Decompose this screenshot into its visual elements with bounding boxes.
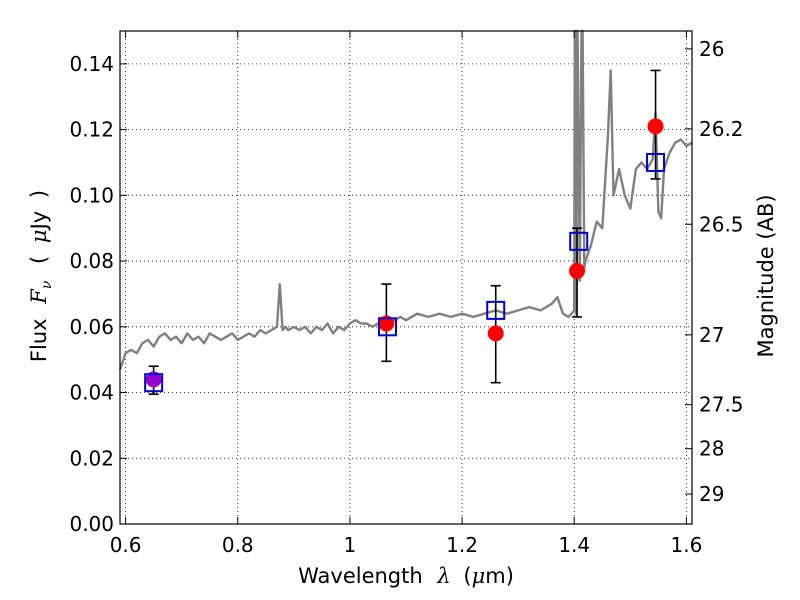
x-axis-label: Wavelength λ (μm): [298, 564, 514, 588]
x-axis-label-symbol: λ: [436, 564, 450, 588]
photometry-point: [145, 371, 162, 388]
photometry-point: [569, 262, 586, 279]
x-axis-label-unit-rest: m): [485, 564, 514, 588]
photometry-point: [487, 325, 504, 342]
synthetic-point: [377, 317, 397, 337]
y-tick-label: 0.12: [69, 118, 114, 142]
x-tick-label: 0.8: [222, 533, 254, 557]
synthetic-point: [569, 231, 589, 251]
y-tick-label: 0.08: [69, 249, 114, 273]
x-tick-label: 0.6: [110, 533, 142, 557]
grid-lines: [120, 31, 692, 525]
y-tick-label: 0.06: [69, 315, 114, 339]
y2-tick-label: 26.2: [699, 117, 744, 141]
synthetic-point: [646, 152, 666, 172]
y-tick-label: 0.00: [69, 512, 114, 536]
spectrum-line: [118, 29, 693, 370]
x-tick-label: 1: [344, 533, 357, 557]
y-tick-label: 0.02: [69, 446, 114, 470]
y-axis-label-unit-mu: μ: [27, 229, 51, 243]
x-axis-label-unit-mu: μ: [472, 564, 486, 588]
x-tick-label: 1.4: [558, 533, 590, 557]
y-tick-label: 0.10: [69, 183, 114, 207]
y2-tick-label: 26.5: [699, 212, 744, 236]
y-axis-label-symbol: F: [27, 288, 51, 305]
photometry-point: [647, 118, 664, 135]
y2-tick-label: 28: [699, 437, 724, 461]
y-tick-label: 0.04: [69, 381, 114, 405]
synthetic-point: [144, 373, 164, 393]
axis-ticks: 0.6 0.8 1 1.2 1.4 1.6 0.00 0.02 0.04 0.06 0.08 0.10…: [69, 31, 744, 557]
photometry-point: [378, 315, 395, 332]
x-axis-label-prefix: Wavelength: [298, 564, 423, 588]
plot-frame: [119, 30, 693, 525]
y-axis-label-prefix: Flux: [27, 318, 51, 362]
y2-tick-label: 27: [699, 323, 724, 347]
y2-tick-label: 27.5: [699, 393, 744, 417]
y2-tick-label: 29: [699, 482, 724, 506]
x-axis-label-unit-open: (: [463, 564, 471, 588]
y-axis-label-unit-rest: Jy: [27, 211, 51, 232]
x-tick-label: 1.2: [446, 533, 478, 557]
y2-tick-label: 26: [699, 37, 724, 61]
y-tick-label: 0.14: [69, 52, 114, 76]
photometry-points: [144, 69, 666, 395]
y2-axis-label: Magnitude (AB): [754, 194, 778, 357]
spectrum-series: [118, 29, 693, 370]
x-tick-label: 1.6: [670, 533, 702, 557]
y-axis-label-symbol-sub: ν: [39, 280, 55, 289]
y-axis-label-unit-open: (: [27, 256, 51, 264]
y-axis-label: Flux Fν ( μJy ): [27, 190, 56, 362]
y-axis-label-unit-close: ): [27, 190, 51, 198]
synthetic-point: [486, 300, 506, 320]
